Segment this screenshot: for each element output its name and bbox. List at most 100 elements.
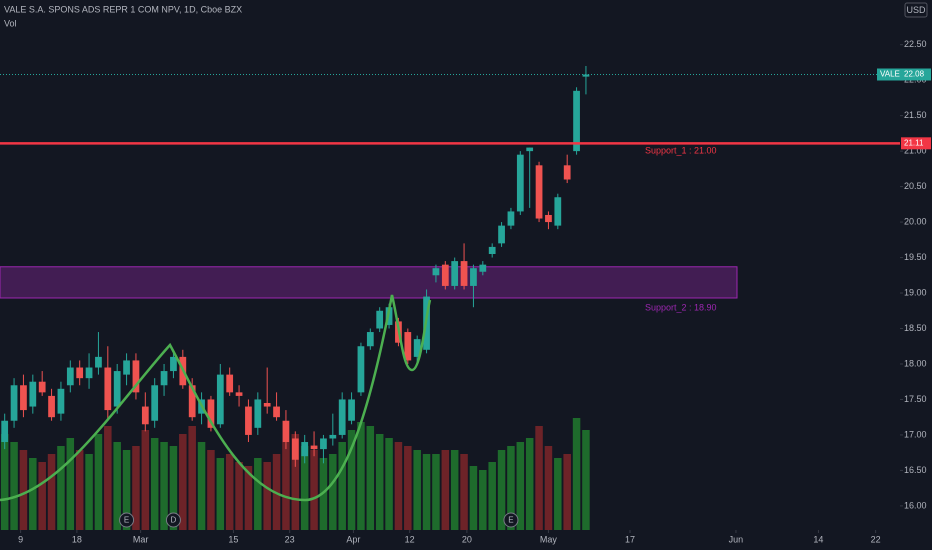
candle-body (366, 332, 374, 347)
volume-bar (554, 458, 562, 530)
candle-body (226, 374, 234, 393)
candle-body (188, 385, 196, 418)
x-tick-label: Mar (133, 534, 149, 544)
volume-bar (291, 434, 300, 530)
support-badge (901, 137, 931, 150)
candle-body (104, 367, 112, 411)
candle-body (320, 438, 327, 450)
y-tick-label: 17.00 (904, 429, 927, 439)
volume-bar (254, 458, 262, 530)
support-zone-label: Support_2 : 18.90 (645, 302, 717, 312)
event-label: D (171, 516, 177, 525)
volume-bar (216, 458, 225, 530)
volume-bar (132, 446, 140, 530)
candle-body (301, 442, 309, 457)
volume-bar (122, 450, 131, 530)
y-tick-label: 19.00 (904, 287, 927, 297)
candle-body (216, 374, 224, 425)
volume-bar (225, 454, 234, 530)
y-tick-label: 16.50 (904, 465, 927, 475)
candle-body (291, 438, 299, 460)
candle-body (357, 346, 365, 393)
candle-body (113, 371, 121, 407)
y-tick-label: 20.00 (904, 216, 927, 226)
volume-bar (104, 426, 112, 530)
x-tick-label: 18 (72, 534, 82, 544)
candle-body (254, 399, 262, 428)
x-tick-label: Jun (729, 534, 744, 544)
volume-bar (94, 434, 103, 530)
volume-bar (366, 426, 375, 530)
event-marker (119, 512, 135, 528)
y-tick-label: 16.00 (904, 500, 927, 510)
price-badge-symbol: VALE (880, 70, 900, 79)
candle-body (329, 434, 337, 439)
volume-bar (179, 434, 187, 530)
volume-bar (375, 434, 384, 530)
x-tick-label: May (540, 534, 558, 544)
volume-bar (347, 430, 356, 530)
candle-body (451, 261, 459, 286)
candle-body (170, 356, 177, 372)
candle-body (48, 395, 55, 418)
volume-bar (235, 462, 243, 530)
volume-bar (150, 438, 159, 530)
candle-body (160, 371, 168, 386)
candle-body (1, 420, 9, 443)
volume-bar (207, 450, 215, 530)
x-tick-label: 12 (405, 534, 415, 544)
x-tick-label: 14 (813, 534, 823, 544)
volume-label: Vol (4, 18, 17, 28)
volume-bar (450, 450, 459, 530)
volume-bar (244, 466, 253, 530)
candle-body (498, 225, 505, 244)
candle-body (507, 211, 515, 226)
event-marker (503, 512, 519, 528)
y-tick-label: 21.00 (904, 145, 927, 155)
volume-bar (441, 450, 450, 530)
volume-bar (85, 454, 93, 530)
candle-body (460, 261, 468, 286)
candle-body (348, 399, 355, 421)
volume-bar (169, 446, 178, 530)
candle-body (479, 264, 487, 272)
candle-body (563, 165, 571, 180)
volume-bar (394, 442, 403, 530)
volume-bar (300, 446, 309, 530)
candle-body (516, 154, 524, 212)
candle-body (554, 197, 562, 226)
y-tick-label: 18.00 (904, 358, 927, 368)
support-zone (0, 266, 738, 299)
volume-bar (525, 438, 534, 530)
volume-bar (66, 438, 75, 530)
volume-bar (38, 462, 46, 530)
volume-bar (310, 450, 318, 530)
volume-bar (469, 466, 478, 530)
candle-body (207, 399, 215, 428)
candle-body (338, 399, 346, 435)
candle-body (488, 246, 496, 255)
event-label: E (508, 516, 513, 525)
volume-bar (0, 434, 9, 530)
volume-bar (10, 442, 18, 530)
candle-body (235, 392, 243, 396)
candle-body (470, 268, 477, 286)
candle-body (273, 406, 280, 418)
volume-bar (141, 430, 150, 530)
price-badge-value: 22.08 (904, 70, 925, 79)
candle-body (141, 406, 149, 425)
candle-body (545, 214, 552, 223)
candle-body (38, 381, 46, 393)
volume-bar (497, 450, 506, 530)
candle-body (573, 90, 580, 152)
volume-bar (188, 426, 196, 530)
chart-title: VALE S.A. SPONS ADS REPR 1 COM NPV, 1D, … (4, 4, 242, 14)
volume-bar (516, 442, 525, 530)
volume-bar (507, 446, 515, 530)
candle-body (95, 356, 102, 368)
volume-bar (47, 454, 56, 530)
candle-body (10, 385, 18, 421)
price-axis (900, 0, 932, 550)
y-tick-label: 20.50 (904, 181, 927, 191)
